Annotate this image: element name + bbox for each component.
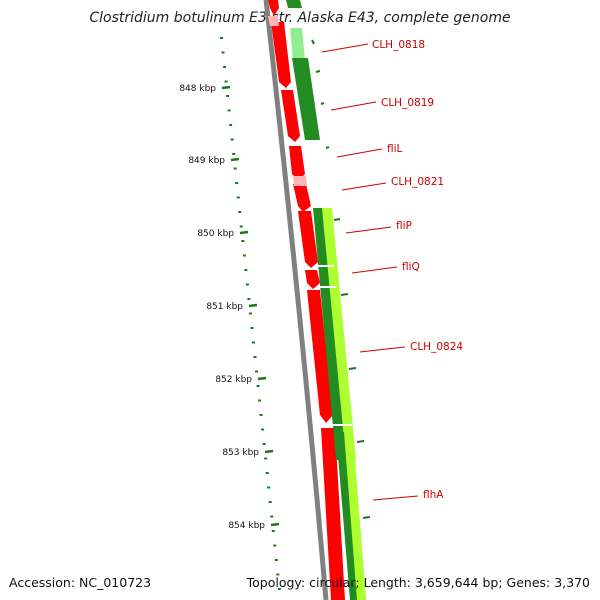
topology-text: Topology: circular; Length: 3,659,644 bp… — [246, 575, 590, 590]
gene-leader-line — [351, 266, 398, 274]
gene-leader-line — [341, 182, 387, 191]
backbone-arc — [263, 0, 329, 600]
scale-tick-label: 852 kbp — [215, 375, 252, 385]
gene-label: CLH_0821 — [391, 176, 444, 188]
gene-band-CLH_0818 — [286, 0, 302, 8]
gene-band-CLH_0819 — [292, 58, 320, 140]
gene-band-fliP-light — [322, 208, 356, 460]
scale-tick-mark — [221, 85, 231, 90]
scale-ticks: 848 kbp 849 kbp 850 kbp 851 kbp 852 kbp 853 k… — [179, 84, 280, 531]
scale-tick-mark — [270, 522, 280, 527]
gene-shade-mid — [293, 176, 307, 186]
scale-tick-mark — [248, 303, 258, 308]
gene-block-CLH_0824 — [307, 290, 333, 423]
gene-block-a — [271, 22, 291, 88]
gene-label: fliQ — [402, 261, 420, 273]
map-title: Clostridium botulinum E3 str. Alaska E43… — [89, 10, 511, 26]
scale-tick-mark — [239, 230, 249, 235]
scale-tick-mark — [257, 376, 267, 381]
scale-tick-mark — [264, 449, 274, 454]
gene-arrow-upper — [268, 0, 279, 16]
gene-block-b — [281, 90, 300, 142]
gene-leader-line — [321, 43, 369, 53]
accession-text: Accession: NC_010723 — [9, 575, 152, 590]
gene-label: flhA — [423, 489, 444, 501]
scale-tick-label: 850 kbp — [197, 229, 234, 239]
scale-tick-label: 848 kbp — [179, 84, 216, 94]
gene-labels: CLH_0818 CLH_0819 fliL CLH_0821 fliP fliQ CLH_… — [321, 39, 463, 501]
gene-label: CLH_0819 — [381, 97, 434, 109]
gene-label: CLH_0818 — [372, 39, 425, 51]
gene-leader-line — [372, 495, 419, 501]
gene-label: fliL — [387, 143, 403, 155]
outer-tick-dots — [311, 39, 371, 519]
scale-tick-label: 851 kbp — [206, 302, 243, 312]
gene-leader-line — [345, 226, 392, 234]
reverse-gene-track — [286, 0, 366, 600]
gene-leader-line — [359, 346, 406, 353]
gene-label: fliP — [396, 220, 412, 232]
gene-block-CLH_0821 — [293, 184, 311, 212]
gene-band-flhA-light — [344, 432, 366, 600]
gene-block-fliP — [298, 211, 318, 268]
scale-tick-label: 853 kbp — [222, 448, 259, 458]
gene-leader-line — [336, 148, 383, 158]
scale-tick-label: 854 kbp — [228, 521, 265, 531]
forward-gene-track — [268, 0, 345, 600]
gene-band-CLH_0818-light — [290, 28, 305, 60]
gene-label: CLH_0824 — [410, 341, 463, 353]
scale-dot-track — [220, 37, 281, 590]
gene-block-fliQ — [305, 270, 320, 289]
gene-shade-top — [268, 16, 279, 26]
gene-block-fliL — [289, 146, 305, 181]
gene-leader-line — [330, 101, 377, 111]
scale-tick-mark — [230, 157, 240, 162]
gene-block-flhA — [321, 428, 345, 600]
scale-tick-label: 849 kbp — [188, 156, 225, 166]
